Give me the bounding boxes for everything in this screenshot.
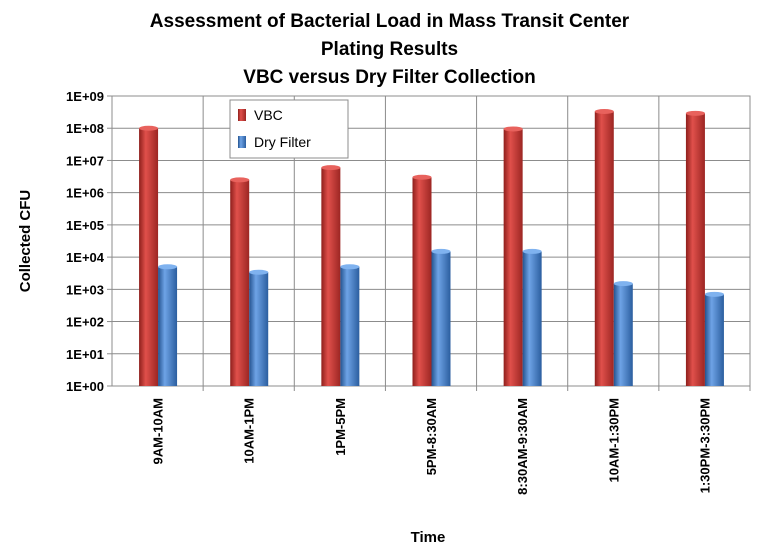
legend-label-dry-filter: Dry Filter xyxy=(254,134,311,150)
bar-top xyxy=(685,110,705,116)
x-tick-label: 5PM-8:30AM xyxy=(424,398,439,475)
x-tick-label: 10AM-1PM xyxy=(242,398,257,464)
x-tick-label: 1PM-5PM xyxy=(333,398,348,456)
y-axis-label: Collected CFU xyxy=(17,190,34,293)
y-tick-label: 1E+07 xyxy=(66,153,104,168)
chart-title-line-2: Plating Results xyxy=(320,39,459,60)
legend-swatch-vbc xyxy=(238,109,246,121)
bar-vbc xyxy=(321,167,341,386)
x-tick-label: 10AM-1:30PM xyxy=(606,398,621,483)
y-tick-label: 1E+04 xyxy=(66,250,105,265)
bar-top xyxy=(321,165,341,171)
legend-swatch-dry-filter xyxy=(238,136,246,148)
bar-top xyxy=(412,174,432,180)
bar-vbc xyxy=(685,113,705,387)
bar-top xyxy=(431,248,451,254)
legend-box xyxy=(229,99,349,159)
x-tick-label: 1:30PM-3:30PM xyxy=(697,398,712,493)
bar-dry-filter xyxy=(431,251,451,386)
chart-title-line-1: Assessment of Bacterial Load in Mass Tra… xyxy=(149,11,630,32)
x-tick-label: 9AM-10AM xyxy=(151,398,166,464)
bar-top xyxy=(522,248,542,254)
legend-label-vbc: VBC xyxy=(254,107,283,123)
bar-top xyxy=(340,264,360,270)
bar-top xyxy=(613,281,633,287)
bar-top xyxy=(249,269,269,275)
y-tick-label: 1E+05 xyxy=(66,218,104,233)
bar-top xyxy=(704,291,724,297)
bar-top xyxy=(230,177,250,183)
bar-vbc xyxy=(503,128,523,387)
bar-vbc xyxy=(412,177,432,386)
bar-vbc xyxy=(139,128,159,386)
bar-top xyxy=(503,126,523,132)
bar-top xyxy=(158,264,178,270)
x-tick-label: 8:30AM-9:30AM xyxy=(515,398,530,495)
bar-dry-filter xyxy=(522,251,542,386)
y-tick-label: 1E+02 xyxy=(66,315,104,330)
bar-top xyxy=(594,109,614,115)
bar-dry-filter xyxy=(340,266,360,386)
bar-top xyxy=(139,125,159,131)
y-tick-label: 1E+08 xyxy=(66,121,104,136)
x-axis-label: Time xyxy=(411,529,446,546)
chart-title-line-3: VBC versus Dry Filter Collection xyxy=(243,67,536,88)
bar-dry-filter xyxy=(158,266,178,386)
bar-dry-filter xyxy=(613,283,633,386)
y-tick-label: 1E+09 xyxy=(66,89,104,104)
bar-dry-filter xyxy=(249,272,269,386)
bar-vbc xyxy=(594,111,614,386)
bar-vbc xyxy=(230,179,250,386)
y-tick-label: 1E+00 xyxy=(66,379,104,394)
y-tick-label: 1E+03 xyxy=(66,282,104,297)
y-tick-label: 1E+06 xyxy=(66,186,104,201)
bar-dry-filter xyxy=(704,294,724,386)
y-tick-label: 1E+01 xyxy=(66,347,104,362)
